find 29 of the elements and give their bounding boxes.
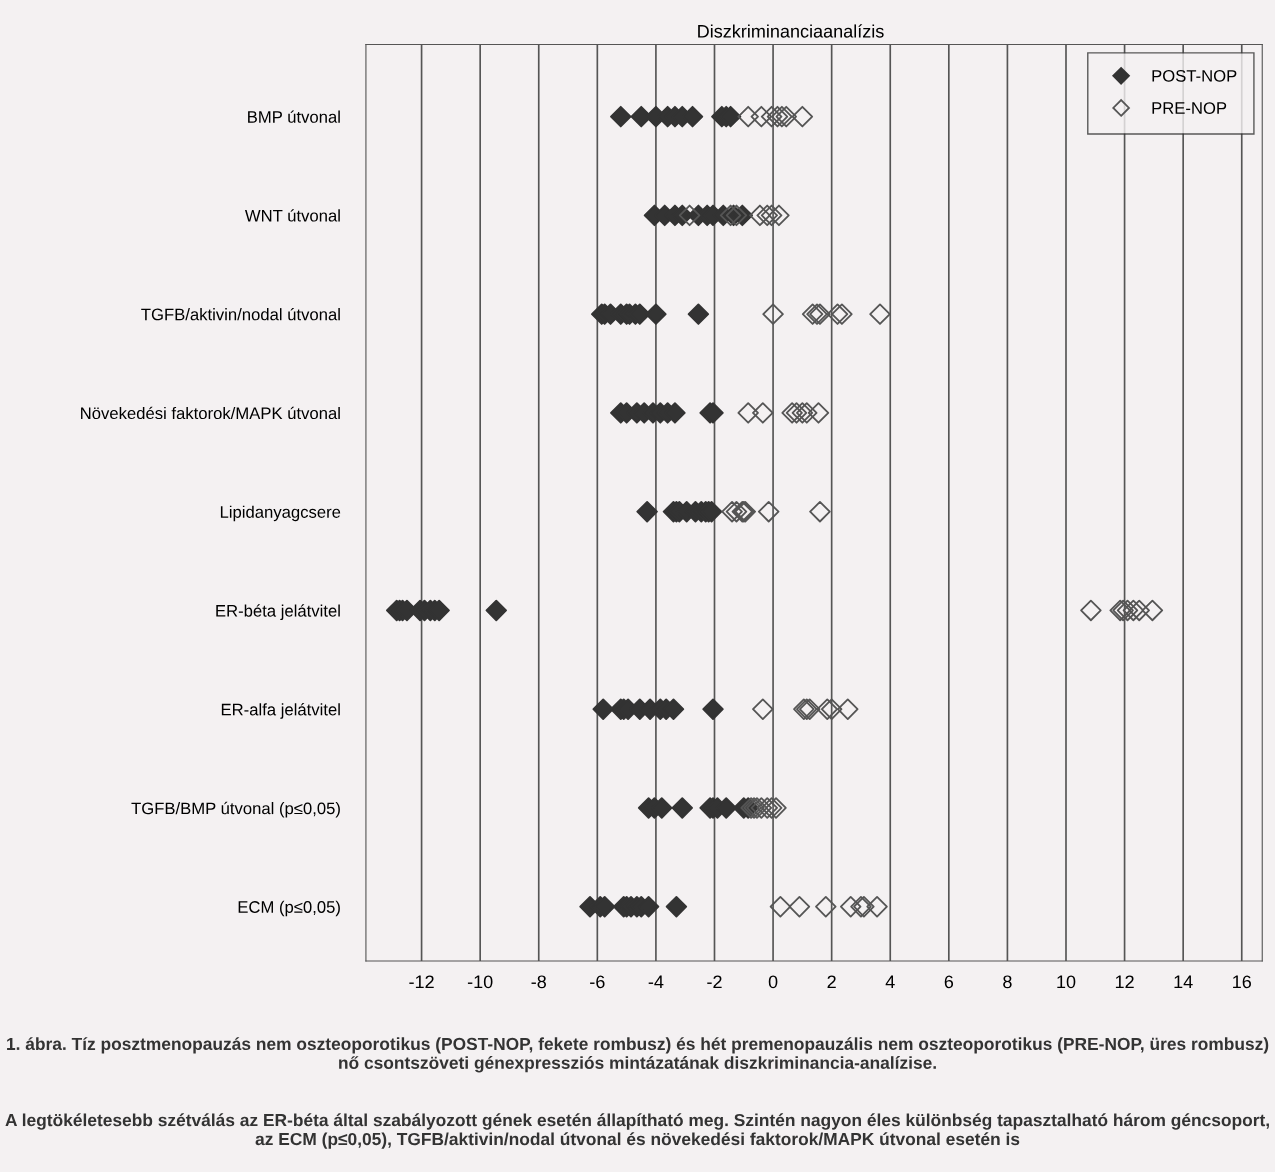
chart-title: Diszkriminanciaanalízis xyxy=(698,24,884,38)
x-tick-label: 10 xyxy=(1057,975,1076,989)
x-tick-label: 16 xyxy=(1233,975,1251,989)
x-tick-label: -4 xyxy=(648,975,664,989)
x-tick-label: 0 xyxy=(768,975,778,989)
y-tick-label: Lipidanyagcsere xyxy=(220,505,341,522)
legend-label: PRE-NOP xyxy=(1152,102,1227,114)
x-tick-label: -12 xyxy=(409,975,434,989)
y-tick-label: ER-béta jelátvitel xyxy=(216,604,340,621)
x-tick-label: -2 xyxy=(707,975,722,989)
y-tick-label: TGFB/BMP útvonal (p≤0,05) xyxy=(131,801,340,818)
x-tick-label: 14 xyxy=(1174,975,1193,989)
y-tick-label: WNT útvonal xyxy=(244,209,340,222)
y-tick-label: BMP útvonal xyxy=(248,110,340,123)
x-tick-label: 6 xyxy=(944,975,954,989)
text: A legtökéletesebb szétválás az ER-béta által szabályozott gének esetén állapítható meg. Szintén nagyon éles különbség tapasztalható három géncsoport, az ECM (p≤0,05), TGFB/aktivin/nodal útvonal és növekedési faktorok/MAPK útvonal esetén is xyxy=(5,1113,1269,1149)
y-tick-label: TGFB/aktivin/nodal útvonal xyxy=(141,307,340,321)
x-tick-label: 12 xyxy=(1115,975,1134,989)
y-tick-label: Növekedési faktorok/MAPK útvonal xyxy=(81,406,340,420)
legend-label: POST-NOP xyxy=(1152,69,1237,82)
x-tick-label: 2 xyxy=(827,975,836,989)
x-tick-label: -10 xyxy=(467,975,493,989)
y-tick-label: ECM (p≤0,05) xyxy=(238,900,340,917)
x-tick-label: 8 xyxy=(1003,975,1012,989)
x-tick-label: -6 xyxy=(590,975,605,989)
y-tick-label: ER-alfa jelátvitel xyxy=(221,703,340,719)
x-tick-label: 4 xyxy=(885,975,895,989)
text: 1. ábra. Tíz posztmenopauzás nem oszteoporotikus (POST-NOP, fekete rombusz) és hét premenopauzális nem oszteoporotikus (PRE-NOP, üres rombusz) nő csontszöveti génexpressziós mintázatának diszkriminancia-analízise. xyxy=(7,1037,1269,1073)
x-tick-label: -8 xyxy=(531,975,546,989)
